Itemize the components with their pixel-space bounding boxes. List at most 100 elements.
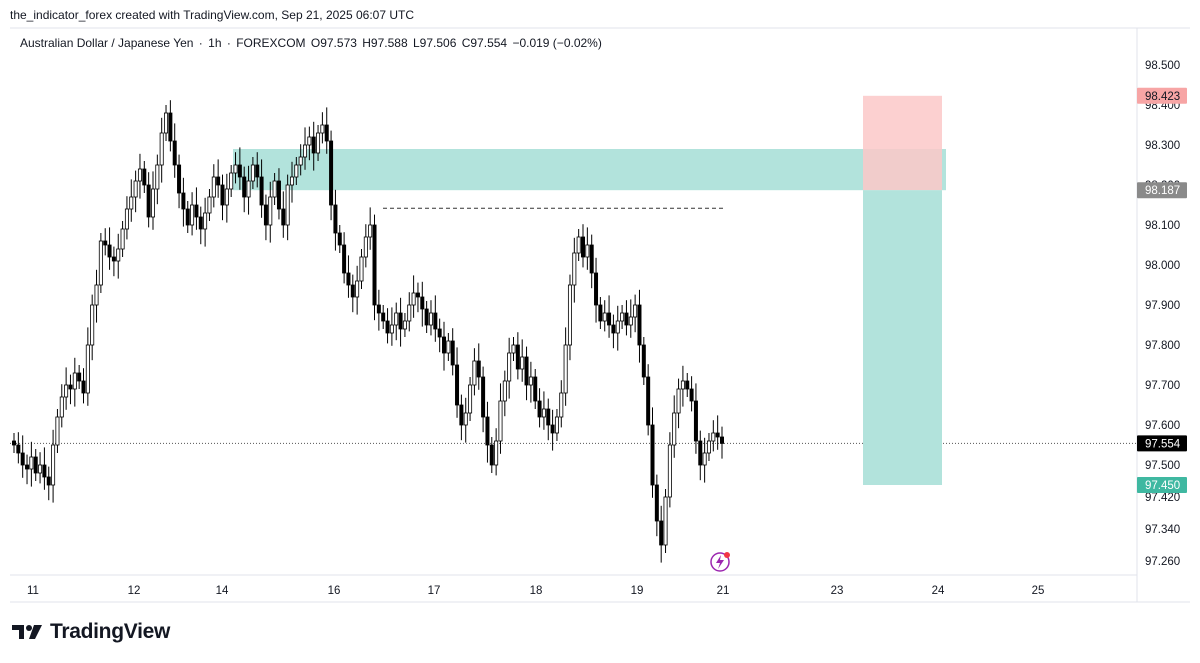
candle <box>20 435 25 478</box>
candle <box>394 302 399 341</box>
time-tick-label: 24 <box>932 585 945 597</box>
candle <box>515 332 520 380</box>
candle <box>442 321 447 371</box>
candle <box>177 154 182 209</box>
tradingview-logo[interactable]: TradingView <box>12 620 170 644</box>
candle <box>316 125 321 161</box>
candle <box>581 224 586 268</box>
candle <box>502 370 507 417</box>
candle <box>472 348 477 396</box>
candle <box>98 233 103 293</box>
price-tick-label: 97.700 <box>1145 380 1180 392</box>
candle <box>350 274 355 313</box>
candle <box>411 275 416 318</box>
candle <box>455 347 460 418</box>
candle <box>81 368 86 404</box>
candle <box>628 299 633 338</box>
candle <box>181 177 186 227</box>
candle <box>320 112 325 144</box>
candle <box>207 189 212 221</box>
supply-zone-rectangle[interactable] <box>233 149 946 191</box>
candle <box>711 420 716 452</box>
candle <box>333 189 338 251</box>
symbol-name[interactable]: Australian Dollar / Japanese Yen <box>20 36 194 50</box>
candle <box>589 234 594 289</box>
candle <box>528 361 533 403</box>
candle <box>650 407 655 498</box>
candle <box>25 454 30 485</box>
candle <box>11 433 16 453</box>
candle <box>55 409 60 453</box>
short-position-stop-zone[interactable] <box>863 95 942 191</box>
candle <box>38 452 43 484</box>
candle <box>407 292 412 332</box>
price-tick-label: 98.300 <box>1145 140 1180 152</box>
candle <box>381 305 386 329</box>
candle <box>511 337 516 361</box>
candle <box>659 505 664 563</box>
candle <box>220 174 225 221</box>
candle <box>450 328 455 376</box>
candle <box>85 327 90 406</box>
candle <box>172 123 177 178</box>
candle <box>150 171 155 230</box>
candle <box>602 300 607 332</box>
candle <box>159 117 164 183</box>
candle <box>524 346 529 401</box>
symbol-legend: Australian Dollar / Japanese Yen · 1h · … <box>20 36 602 50</box>
time-tick-label: 19 <box>631 585 644 597</box>
candle <box>428 300 433 336</box>
candle <box>242 166 247 213</box>
candle <box>489 437 494 473</box>
candle <box>424 301 429 333</box>
candle <box>346 255 351 298</box>
candle <box>646 364 651 436</box>
candle <box>229 165 234 197</box>
candle <box>654 474 659 537</box>
candle <box>676 378 681 429</box>
price-tick-label: 97.420 <box>1145 492 1180 504</box>
candle <box>594 257 599 323</box>
candle <box>698 430 703 481</box>
time-tick-label: 12 <box>128 585 141 597</box>
ohlc-close: C97.554 <box>461 36 508 50</box>
candle <box>546 398 551 441</box>
candle <box>64 367 69 410</box>
price-tick-label: 97.600 <box>1145 420 1180 432</box>
economic-event-icon[interactable] <box>710 552 730 572</box>
short-position-target-zone[interactable] <box>863 190 942 485</box>
candle <box>203 197 208 247</box>
price-tick-label: 97.260 <box>1145 556 1180 568</box>
candle <box>420 281 425 327</box>
tradingview-logo-icon <box>12 625 42 639</box>
tradingview-brand-text: TradingView <box>50 620 171 643</box>
candle <box>607 295 612 338</box>
ohlc-high: H97.588 <box>362 36 408 50</box>
candle <box>142 161 147 193</box>
stop-price-badge: 98.423 <box>1137 87 1187 104</box>
candle <box>146 172 151 228</box>
candle <box>385 308 390 344</box>
price-tick-label: 98.000 <box>1145 260 1180 272</box>
candle <box>255 152 260 188</box>
time-axis-ticks: 11 12 14 16 17 18 19 21 23 24 25 <box>27 585 1044 597</box>
candle <box>111 246 116 277</box>
candle <box>520 339 525 382</box>
attribution-text: the_indicator_forex created with Trading… <box>10 8 415 22</box>
candle <box>124 196 129 240</box>
candle <box>224 173 229 223</box>
candle <box>46 466 51 501</box>
candle <box>541 391 546 430</box>
candle <box>433 295 438 342</box>
candle <box>276 168 281 220</box>
candle <box>33 449 38 481</box>
candle <box>550 409 555 451</box>
ohlc-open: O97.573 <box>310 36 357 50</box>
candle <box>337 225 342 253</box>
interval[interactable]: 1h <box>208 36 222 50</box>
price-tick-label: 97.340 <box>1145 524 1180 536</box>
ohlc-low: L97.506 <box>412 36 457 50</box>
candle <box>155 154 160 205</box>
candle <box>507 337 512 399</box>
